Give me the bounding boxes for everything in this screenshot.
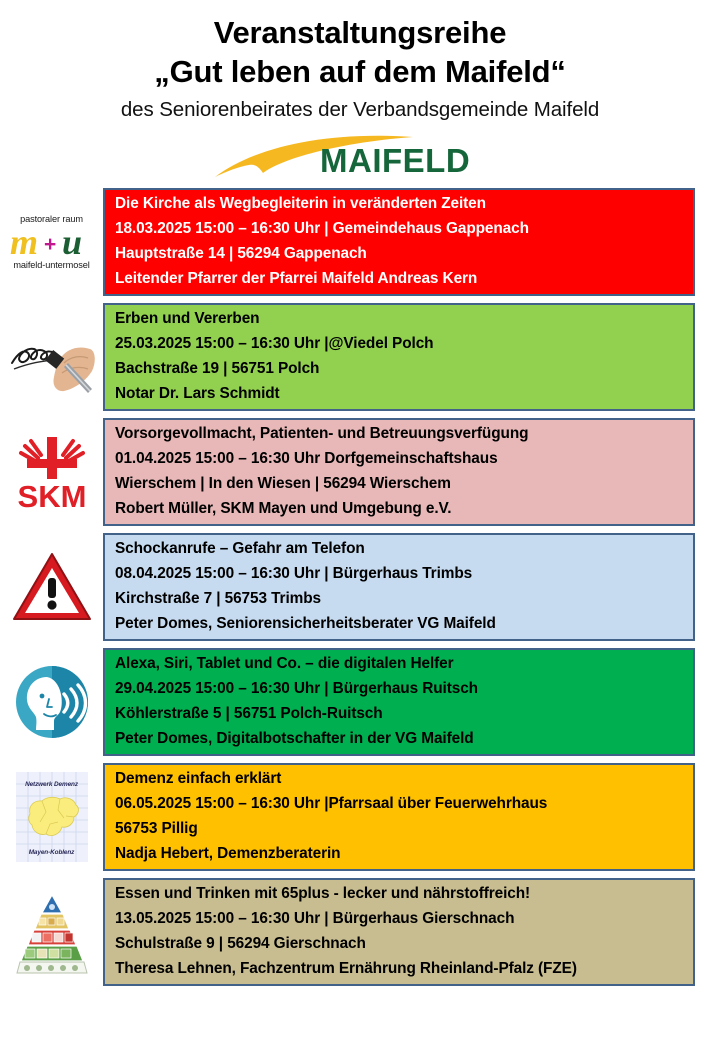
maifeld-logo: MAIFELD — [0, 131, 720, 179]
event-logo-cell: Netzwerk Demenz Mayen-Koblenz — [0, 763, 103, 871]
demenz-logo-top-label: Netzwerk Demenz — [25, 781, 78, 789]
svg-text:m: m — [10, 225, 38, 259]
event-title: Erben und Vererben — [115, 310, 260, 328]
event-address: Schulstraße 9 | 56294 Gierschnach — [115, 935, 366, 953]
event-box: Demenz einfach erklärt 06.05.2025 15:00 … — [103, 763, 695, 872]
event-speaker: Notar Dr. Lars Schmidt — [115, 385, 280, 403]
event-box: Schockanrufe – Gefahr am Telefon 08.04.2… — [103, 533, 695, 642]
event-title: Alexa, Siri, Tablet und Co. – die digita… — [115, 655, 454, 673]
warning-triangle-icon — [12, 553, 91, 621]
event-row: Essen und Trinken mit 65plus - lecker un… — [0, 875, 720, 990]
skm-wordmark: SKM — [17, 479, 86, 511]
event-datetime-venue: 18.03.2025 15:00 – 16:30 Uhr | Gemeindeh… — [115, 220, 529, 238]
event-speaker: Leitender Pfarrer der Pfarrei Maifeld An… — [115, 270, 478, 288]
event-address: Köhlerstraße 5 | 56751 Polch-Ruitsch — [115, 705, 383, 723]
event-title: Schockanrufe – Gefahr am Telefon — [115, 540, 365, 558]
event-logo-cell — [0, 648, 103, 756]
event-address: 56753 Pillig — [115, 820, 198, 838]
event-datetime-venue: 25.03.2025 15:00 – 16:30 Uhr |@Viedel Po… — [115, 335, 434, 353]
event-logo-cell — [0, 303, 103, 411]
event-box: Die Kirche als Wegbegleiterin in verände… — [103, 188, 695, 297]
event-title: Vorsorgevollmacht, Patienten- und Betreu… — [115, 425, 529, 443]
poster-header: Veranstaltungsreihe „Gut leben auf dem M… — [0, 0, 720, 179]
mu-logo-letters: m + u — [6, 225, 98, 259]
pastoraler-raum-mu-logo: pastoraler raum m + u maifeld-untermosel — [6, 213, 98, 270]
mu-letters-icon: m + u — [10, 225, 82, 259]
event-datetime-venue: 08.04.2025 15:00 – 16:30 Uhr | Bürgerhau… — [115, 565, 473, 583]
mu-logo-top-label: pastoraler raum — [20, 213, 83, 224]
event-row: Schockanrufe – Gefahr am Telefon 08.04.2… — [0, 530, 720, 645]
demenz-map-icon — [15, 772, 88, 863]
event-box: Alexa, Siri, Tablet und Co. – die digita… — [103, 648, 695, 757]
event-title: Demenz einfach erklärt — [115, 770, 282, 788]
svg-text:u: u — [62, 225, 82, 259]
signature-pen-icon — [10, 347, 95, 394]
mu-logo-bottom-label: maifeld-untermosel — [13, 259, 90, 270]
event-datetime-venue: 06.05.2025 15:00 – 16:30 Uhr |Pfarrsaal … — [115, 795, 548, 813]
event-row: Netzwerk Demenz Mayen-Koblenz Demenz ein… — [0, 760, 720, 875]
event-box: Essen und Trinken mit 65plus - lecker un… — [103, 878, 695, 987]
event-row: Alexa, Siri, Tablet und Co. – die digita… — [0, 645, 720, 760]
event-address: Hauptstraße 14 | 56294 Gappenach — [115, 245, 367, 263]
event-speaker: Peter Domes, Digitalbotschafter in der V… — [115, 730, 474, 748]
event-address: Bachstraße 19 | 56751 Polch — [115, 360, 320, 378]
demenz-logo-bottom-label: Mayen-Koblenz — [28, 849, 75, 857]
event-logo-cell: pastoraler raum m + u maifeld-untermosel — [0, 188, 103, 296]
event-title: Essen und Trinken mit 65plus - lecker un… — [115, 885, 531, 903]
maifeld-swoosh-icon — [215, 135, 413, 177]
maifeld-logo-wordmark: MAIFELD — [320, 141, 471, 179]
event-address: Wierschem | In den Wiesen | 56294 Wiersc… — [115, 475, 451, 493]
event-datetime-venue: 29.04.2025 15:00 – 16:30 Uhr | Bürgerhau… — [115, 680, 478, 698]
svg-text:+: + — [44, 233, 56, 256]
event-box: Erben und Vererben 25.03.2025 15:00 – 16… — [103, 303, 695, 412]
skm-logo-icon: SKM — [17, 437, 86, 511]
event-speaker: Peter Domes, Seniorensicherheitsberater … — [115, 615, 496, 633]
event-logo-cell — [0, 533, 103, 641]
poster-title-line-2: „Gut leben auf dem Maifeld“ — [154, 53, 566, 89]
event-speaker: Robert Müller, SKM Mayen und Umgebung e.… — [115, 500, 452, 518]
netzwerk-demenz-logo: Netzwerk Demenz Mayen-Koblenz — [15, 772, 88, 863]
event-speaker: Nadja Hebert, Demenzberaterin — [115, 845, 341, 863]
event-row: SKM Vorsorgevollmacht, Patienten- und Be… — [0, 415, 720, 530]
event-box: Vorsorgevollmacht, Patienten- und Betreu… — [103, 418, 695, 527]
poster-title-line-1: Veranstaltungsreihe — [213, 15, 507, 50]
event-datetime-venue: 13.05.2025 15:00 – 16:30 Uhr | Bürgerhau… — [115, 910, 515, 928]
event-logo-cell — [0, 878, 103, 986]
poster-subtitle: des Seniorenbeirates der Verbandsgemeind… — [120, 98, 600, 122]
event-address: Kirchstraße 7 | 56753 Trimbs — [115, 590, 321, 608]
event-list: pastoraler raum m + u maifeld-untermosel… — [0, 185, 720, 990]
event-datetime-venue: 01.04.2025 15:00 – 16:30 Uhr Dorfgemeins… — [115, 450, 498, 468]
event-logo-cell: SKM — [0, 418, 103, 526]
event-row: Erben und Vererben 25.03.2025 15:00 – 16… — [0, 300, 720, 415]
event-title: Die Kirche als Wegbegleiterin in verände… — [115, 195, 486, 213]
event-speaker: Theresa Lehnen, Fachzentrum Ernährung Rh… — [115, 960, 577, 978]
speaking-head-icon — [15, 666, 88, 739]
event-row: pastoraler raum m + u maifeld-untermosel… — [0, 185, 720, 300]
food-pyramid-icon — [15, 894, 88, 974]
